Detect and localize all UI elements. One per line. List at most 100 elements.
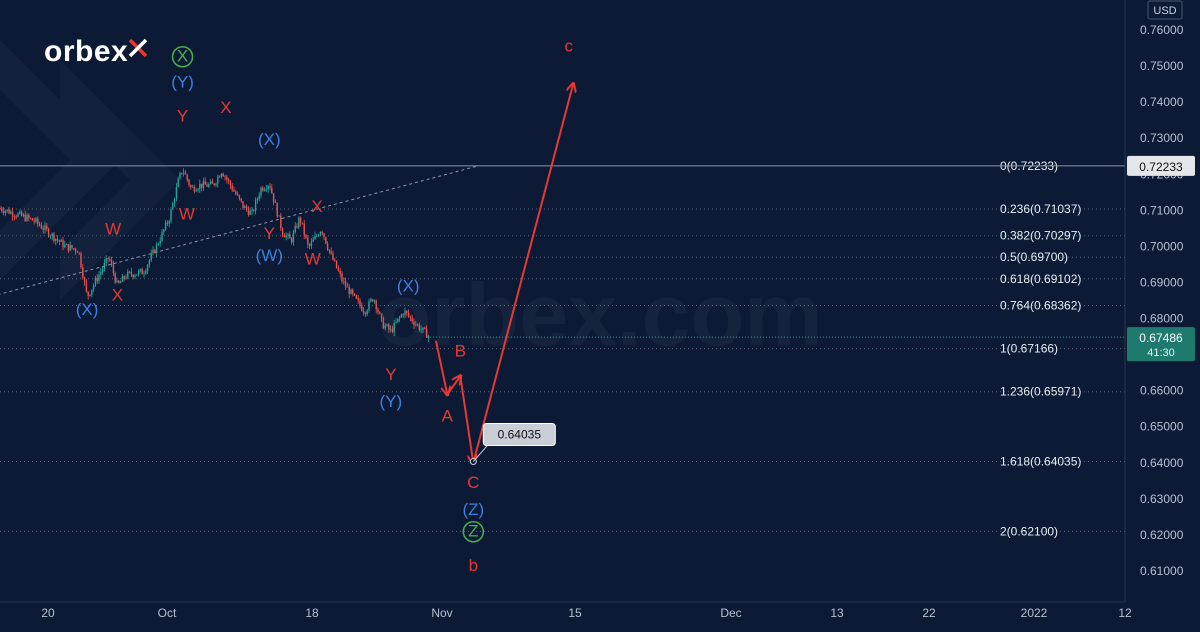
- fib-level-label: 2(0.62100): [1000, 524, 1058, 538]
- candle: [314, 231, 316, 240]
- price-axis-background: [1125, 0, 1200, 627]
- candle: [301, 222, 304, 225]
- candle: [89, 294, 91, 297]
- candle: [353, 293, 356, 296]
- time-tick-label: 2022: [1021, 606, 1048, 620]
- candle: [409, 315, 412, 322]
- wave-label: (X): [397, 276, 420, 295]
- candle: [49, 234, 52, 240]
- currency-label: USD: [1153, 5, 1176, 17]
- candle: [107, 257, 109, 264]
- target-callout-label: 0.64035: [498, 428, 542, 442]
- candle: [64, 240, 66, 249]
- candle: [244, 204, 246, 209]
- candle: [19, 209, 21, 215]
- candle: [136, 274, 138, 276]
- candle: [325, 236, 327, 245]
- fib-level-label: 0.618(0.69102): [1000, 272, 1081, 286]
- candle: [186, 173, 188, 182]
- candle: [411, 314, 413, 324]
- candle: [146, 263, 149, 275]
- wave-label: Y: [385, 365, 396, 384]
- candle: [247, 206, 250, 217]
- candle: [10, 209, 12, 215]
- candle: [55, 238, 57, 246]
- candle: [424, 326, 426, 330]
- fib-level-label: 1.236(0.65971): [1000, 385, 1081, 399]
- wave-label: c: [565, 37, 574, 56]
- candle: [188, 178, 190, 188]
- candle: [343, 277, 345, 285]
- candle: [289, 231, 291, 239]
- candle: [253, 208, 255, 213]
- fib-level-label: 0.236(0.71037): [1000, 202, 1081, 216]
- wave-label-circle: [462, 520, 485, 543]
- candle: [202, 177, 205, 191]
- candle: [352, 288, 354, 297]
- candle: [305, 233, 307, 240]
- candle: [127, 269, 129, 280]
- candle: [51, 232, 53, 241]
- candle: [109, 256, 111, 262]
- projection-arrow: [459, 376, 473, 463]
- candle: [308, 243, 311, 250]
- candle: [292, 230, 295, 246]
- candle: [11, 207, 14, 221]
- candle: [290, 236, 293, 245]
- wave-label: (Y): [171, 73, 194, 92]
- price-tick-label: 0.74000: [1140, 95, 1184, 109]
- candle: [323, 232, 325, 241]
- candle: [35, 216, 37, 224]
- candle: [330, 247, 332, 256]
- wave-label: X: [112, 286, 123, 305]
- candle: [384, 323, 386, 331]
- candle: [370, 297, 372, 303]
- candle: [377, 307, 379, 315]
- candle: [364, 311, 367, 317]
- candle: [406, 310, 408, 317]
- price-badges: 0.72233 0.67486 41:30: [429, 155, 1195, 362]
- candle: [191, 184, 194, 188]
- candle: [218, 175, 221, 178]
- time-tick-label: 12: [1118, 606, 1132, 620]
- candle: [341, 270, 343, 284]
- candle: [263, 187, 266, 192]
- candle: [123, 275, 125, 282]
- candle: [168, 219, 170, 228]
- candle: [119, 280, 122, 284]
- candle: [172, 201, 174, 210]
- wave-label: B: [455, 341, 466, 360]
- candle: [74, 247, 77, 255]
- candle: [101, 266, 104, 275]
- candle: [339, 267, 341, 278]
- candle: [175, 182, 178, 202]
- projection-arrows: 0.64035: [434, 84, 573, 464]
- wave-label: Y: [177, 107, 188, 126]
- price-tick-label: 0.68000: [1140, 312, 1184, 326]
- candle: [379, 311, 381, 315]
- candle: [62, 236, 64, 251]
- candle: [213, 183, 215, 187]
- candle: [280, 213, 282, 231]
- candle: [321, 230, 323, 236]
- watermark-text: orbex.com: [377, 265, 822, 364]
- projection-arrow: [472, 84, 573, 464]
- candle: [269, 182, 271, 191]
- price-tick-label: 0.66000: [1140, 384, 1184, 398]
- candle: [199, 179, 201, 193]
- candle: [204, 177, 206, 185]
- candle: [78, 252, 80, 256]
- candle: [224, 175, 226, 181]
- candle: [226, 174, 228, 184]
- candle: [366, 309, 368, 317]
- candle: [181, 172, 183, 175]
- wave-label: b: [469, 556, 478, 575]
- price-tick-label: 0.61000: [1140, 564, 1184, 578]
- candle: [260, 186, 262, 199]
- candle: [371, 298, 374, 303]
- background-chevron-decor: [0, 40, 180, 300]
- candle: [56, 235, 59, 243]
- wave-label: (X): [76, 300, 99, 319]
